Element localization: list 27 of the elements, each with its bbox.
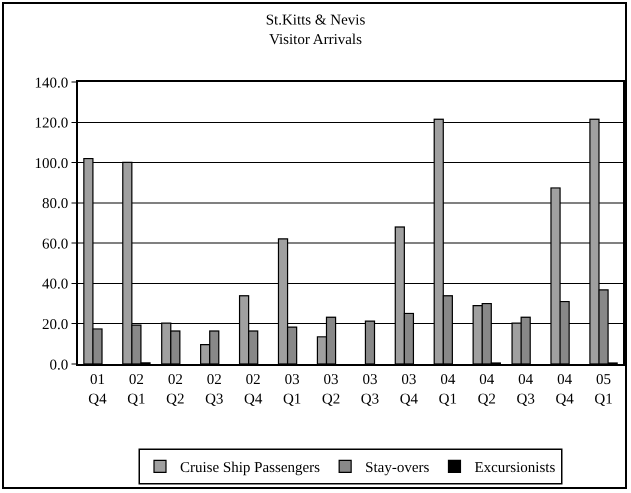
y-tick-label: 20.0 xyxy=(42,316,68,333)
legend-label: Stay-overs xyxy=(365,460,430,476)
y-tick-label: 40.0 xyxy=(42,276,68,293)
x-tick-label: 03 Q1 xyxy=(282,372,302,408)
x-tick-label: 03 Q4 xyxy=(400,372,419,408)
x-tick-label: 03 Q3 xyxy=(360,372,380,408)
y-tick-label: 100.0 xyxy=(34,156,68,172)
x-tick-label: 04 Q4 xyxy=(555,372,574,408)
x-tick-label: 02 Q4 xyxy=(244,372,263,408)
legend-label: Excursionists xyxy=(474,460,556,476)
x-tick-label: 02 Q1 xyxy=(127,372,146,408)
x-tick-label: 04 Q3 xyxy=(516,372,535,408)
y-tick-label: 140.0 xyxy=(34,75,68,92)
x-tick-label: 01 Q4 xyxy=(88,372,108,408)
x-tick-label: 04 Q2 xyxy=(478,372,496,408)
x-tick-label: 04 Q1 xyxy=(438,372,457,408)
x-tick-label: 02 Q2 xyxy=(166,372,184,408)
y-tick-label: 80.0 xyxy=(42,196,68,212)
legend-label: Cruise Ship Passengers xyxy=(180,460,320,476)
y-tick-label: 60.0 xyxy=(42,236,68,252)
y-tick-label: 120.0 xyxy=(34,116,68,132)
x-tick-label: 05 Q1 xyxy=(594,372,613,408)
x-tick-label: 03 Q2 xyxy=(322,372,340,408)
y-tick-label: 0.0 xyxy=(50,357,68,374)
chart-title: St.Kitts & Nevis xyxy=(266,12,366,29)
x-tick-label: 02 Q3 xyxy=(205,372,224,408)
chart-subtitle: Visitor Arrivals xyxy=(269,32,362,48)
